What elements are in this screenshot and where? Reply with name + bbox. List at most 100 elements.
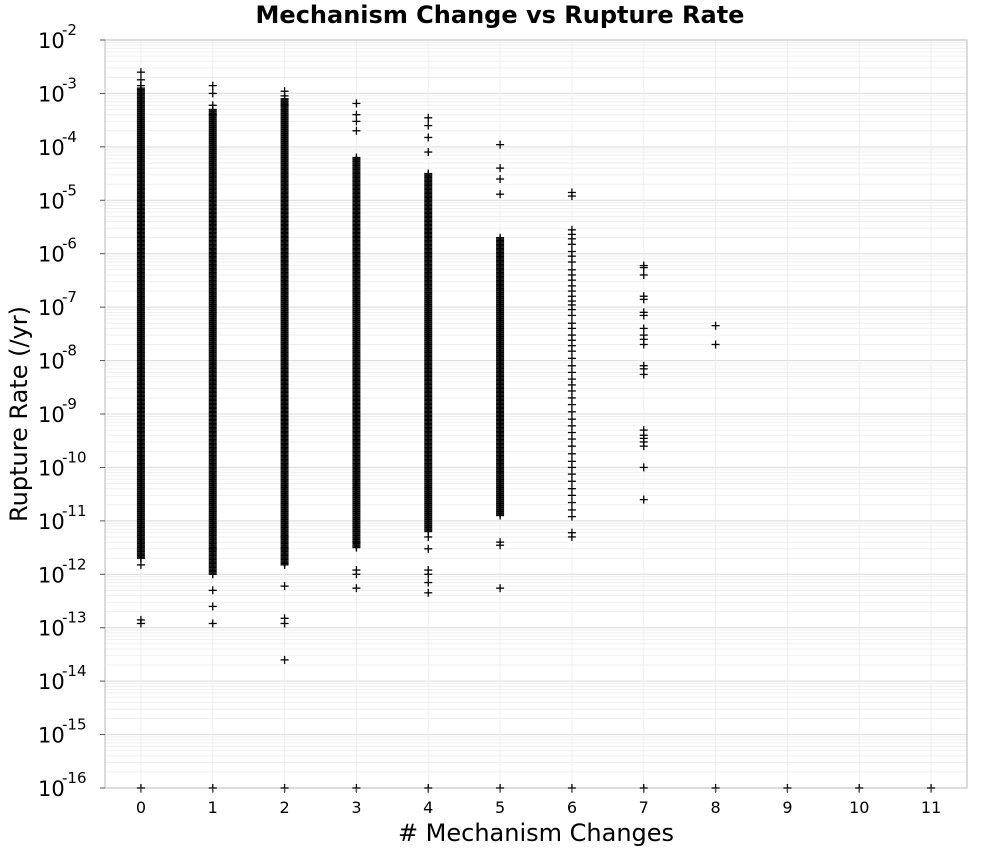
data-point — [639, 311, 648, 320]
data-point — [280, 560, 289, 569]
y-tick-exponent: -7 — [62, 288, 77, 306]
data-point — [424, 532, 433, 541]
data-point — [567, 449, 576, 458]
y-tick-exponent: -4 — [62, 128, 77, 146]
data-point — [567, 368, 576, 377]
data-point — [424, 148, 433, 157]
data-point — [567, 512, 576, 521]
y-tick-exponent: -16 — [62, 769, 87, 787]
data-point — [424, 121, 433, 130]
data-point — [639, 442, 648, 451]
y-axis-ticks: 10-210-310-410-510-610-710-810-910-1010-… — [38, 21, 105, 801]
x-tick-label: 4 — [423, 798, 433, 817]
data-point — [136, 560, 145, 569]
data-point — [567, 386, 576, 395]
data-point — [496, 140, 505, 149]
data-point — [496, 541, 505, 550]
data-point — [496, 164, 505, 173]
y-tick-base: 10 — [38, 670, 65, 694]
y-tick-base: 10 — [38, 296, 65, 320]
data-point — [567, 421, 576, 430]
data-point — [567, 240, 576, 249]
data-point — [639, 295, 648, 304]
y-tick-exponent: -10 — [62, 448, 87, 466]
y-tick-base: 10 — [38, 136, 65, 160]
data-point — [496, 175, 505, 184]
y-tick-base: 10 — [38, 456, 65, 480]
data-point — [208, 544, 217, 553]
data-point — [280, 582, 289, 591]
y-tick-base: 10 — [38, 510, 65, 534]
y-tick-exponent: -6 — [62, 235, 77, 253]
x-axis-label: # Mechanism Changes — [398, 819, 674, 847]
data-point — [208, 586, 217, 595]
data-point — [280, 91, 289, 100]
data-point — [567, 192, 576, 201]
data-point — [208, 101, 217, 110]
y-tick-exponent: -5 — [62, 181, 77, 199]
data-point — [280, 619, 289, 628]
data-point — [352, 99, 361, 108]
data-point — [567, 311, 576, 320]
data-point — [424, 169, 433, 178]
y-tick-base: 10 — [38, 29, 65, 53]
y-tick-exponent: -3 — [62, 74, 77, 92]
data-point — [208, 602, 217, 611]
data-point — [567, 442, 576, 451]
data-point — [136, 81, 145, 90]
x-tick-label: 8 — [710, 798, 720, 817]
data-point — [639, 324, 648, 333]
data-point — [496, 190, 505, 199]
data-point — [424, 588, 433, 597]
data-point — [567, 491, 576, 500]
data-point — [352, 110, 361, 119]
data-point — [567, 415, 576, 424]
data-point — [352, 126, 361, 135]
y-tick-exponent: -2 — [62, 21, 77, 39]
x-axis-ticks: 0 1 2 3 4 5 6 7 8 9 10 11 — [136, 788, 941, 817]
data-point — [567, 257, 576, 266]
data-point — [280, 101, 289, 110]
x-tick-label: 9 — [782, 798, 792, 817]
data-point — [567, 498, 576, 507]
data-point — [567, 532, 576, 541]
data-point — [567, 407, 576, 416]
data-point — [424, 544, 433, 553]
y-tick-exponent: -13 — [62, 609, 87, 627]
data-points — [136, 68, 936, 792]
y-tick-exponent: -15 — [62, 716, 87, 734]
data-point — [352, 117, 361, 126]
data-point — [639, 340, 648, 349]
data-point — [567, 354, 576, 363]
x-tick-label: 5 — [495, 798, 505, 817]
data-point — [208, 110, 217, 119]
x-tick-label: 1 — [208, 798, 218, 817]
data-point — [352, 538, 361, 547]
data-point — [639, 463, 648, 472]
data-point — [496, 233, 505, 242]
y-tick-base: 10 — [38, 724, 65, 748]
y-tick-base: 10 — [38, 403, 65, 427]
data-point — [711, 321, 720, 330]
x-tick-label: 7 — [639, 798, 649, 817]
x-tick-label: 10 — [849, 798, 869, 817]
data-point — [424, 570, 433, 579]
data-point — [280, 655, 289, 664]
data-point — [639, 263, 648, 272]
data-point — [639, 370, 648, 379]
data-point — [567, 435, 576, 444]
y-tick-base: 10 — [38, 82, 65, 106]
y-tick-base: 10 — [38, 243, 65, 267]
data-point — [567, 477, 576, 486]
data-point — [280, 532, 289, 541]
data-point — [711, 340, 720, 349]
grid-lines — [105, 39, 967, 789]
data-point — [567, 400, 576, 409]
y-tick-base: 10 — [38, 189, 65, 213]
y-tick-exponent: -12 — [62, 555, 87, 573]
y-tick-base: 10 — [38, 350, 65, 374]
y-tick-exponent: -11 — [62, 502, 87, 520]
data-point — [567, 393, 576, 402]
x-tick-label: 0 — [136, 798, 146, 817]
